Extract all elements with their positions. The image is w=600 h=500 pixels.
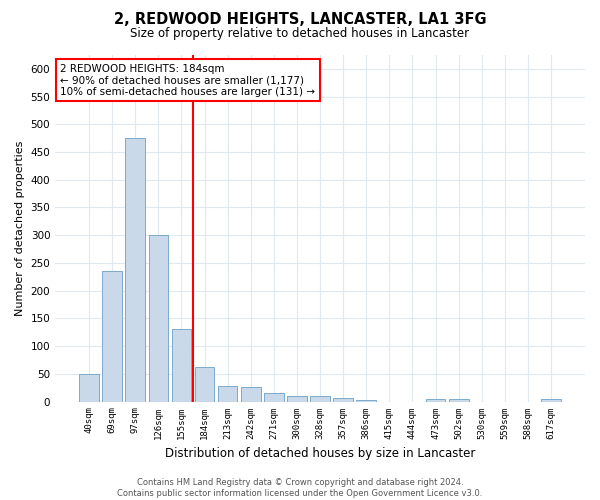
Bar: [79, 374, 99, 402]
Bar: [172, 330, 191, 402]
Bar: [241, 386, 260, 402]
Bar: [541, 399, 561, 402]
Bar: [287, 396, 307, 402]
Text: Contains HM Land Registry data © Crown copyright and database right 2024.
Contai: Contains HM Land Registry data © Crown c…: [118, 478, 482, 498]
Bar: [149, 235, 168, 402]
Text: 2 REDWOOD HEIGHTS: 184sqm
← 90% of detached houses are smaller (1,177)
10% of se: 2 REDWOOD HEIGHTS: 184sqm ← 90% of detac…: [61, 64, 316, 97]
Bar: [125, 138, 145, 402]
Bar: [264, 393, 284, 402]
Bar: [356, 400, 376, 402]
Bar: [218, 386, 238, 402]
Bar: [449, 399, 469, 402]
Bar: [195, 367, 214, 402]
Bar: [334, 398, 353, 402]
Bar: [310, 396, 330, 402]
Bar: [426, 399, 445, 402]
Bar: [103, 272, 122, 402]
X-axis label: Distribution of detached houses by size in Lancaster: Distribution of detached houses by size …: [165, 447, 475, 460]
Text: Size of property relative to detached houses in Lancaster: Size of property relative to detached ho…: [130, 28, 470, 40]
Y-axis label: Number of detached properties: Number of detached properties: [15, 140, 25, 316]
Text: 2, REDWOOD HEIGHTS, LANCASTER, LA1 3FG: 2, REDWOOD HEIGHTS, LANCASTER, LA1 3FG: [113, 12, 487, 28]
